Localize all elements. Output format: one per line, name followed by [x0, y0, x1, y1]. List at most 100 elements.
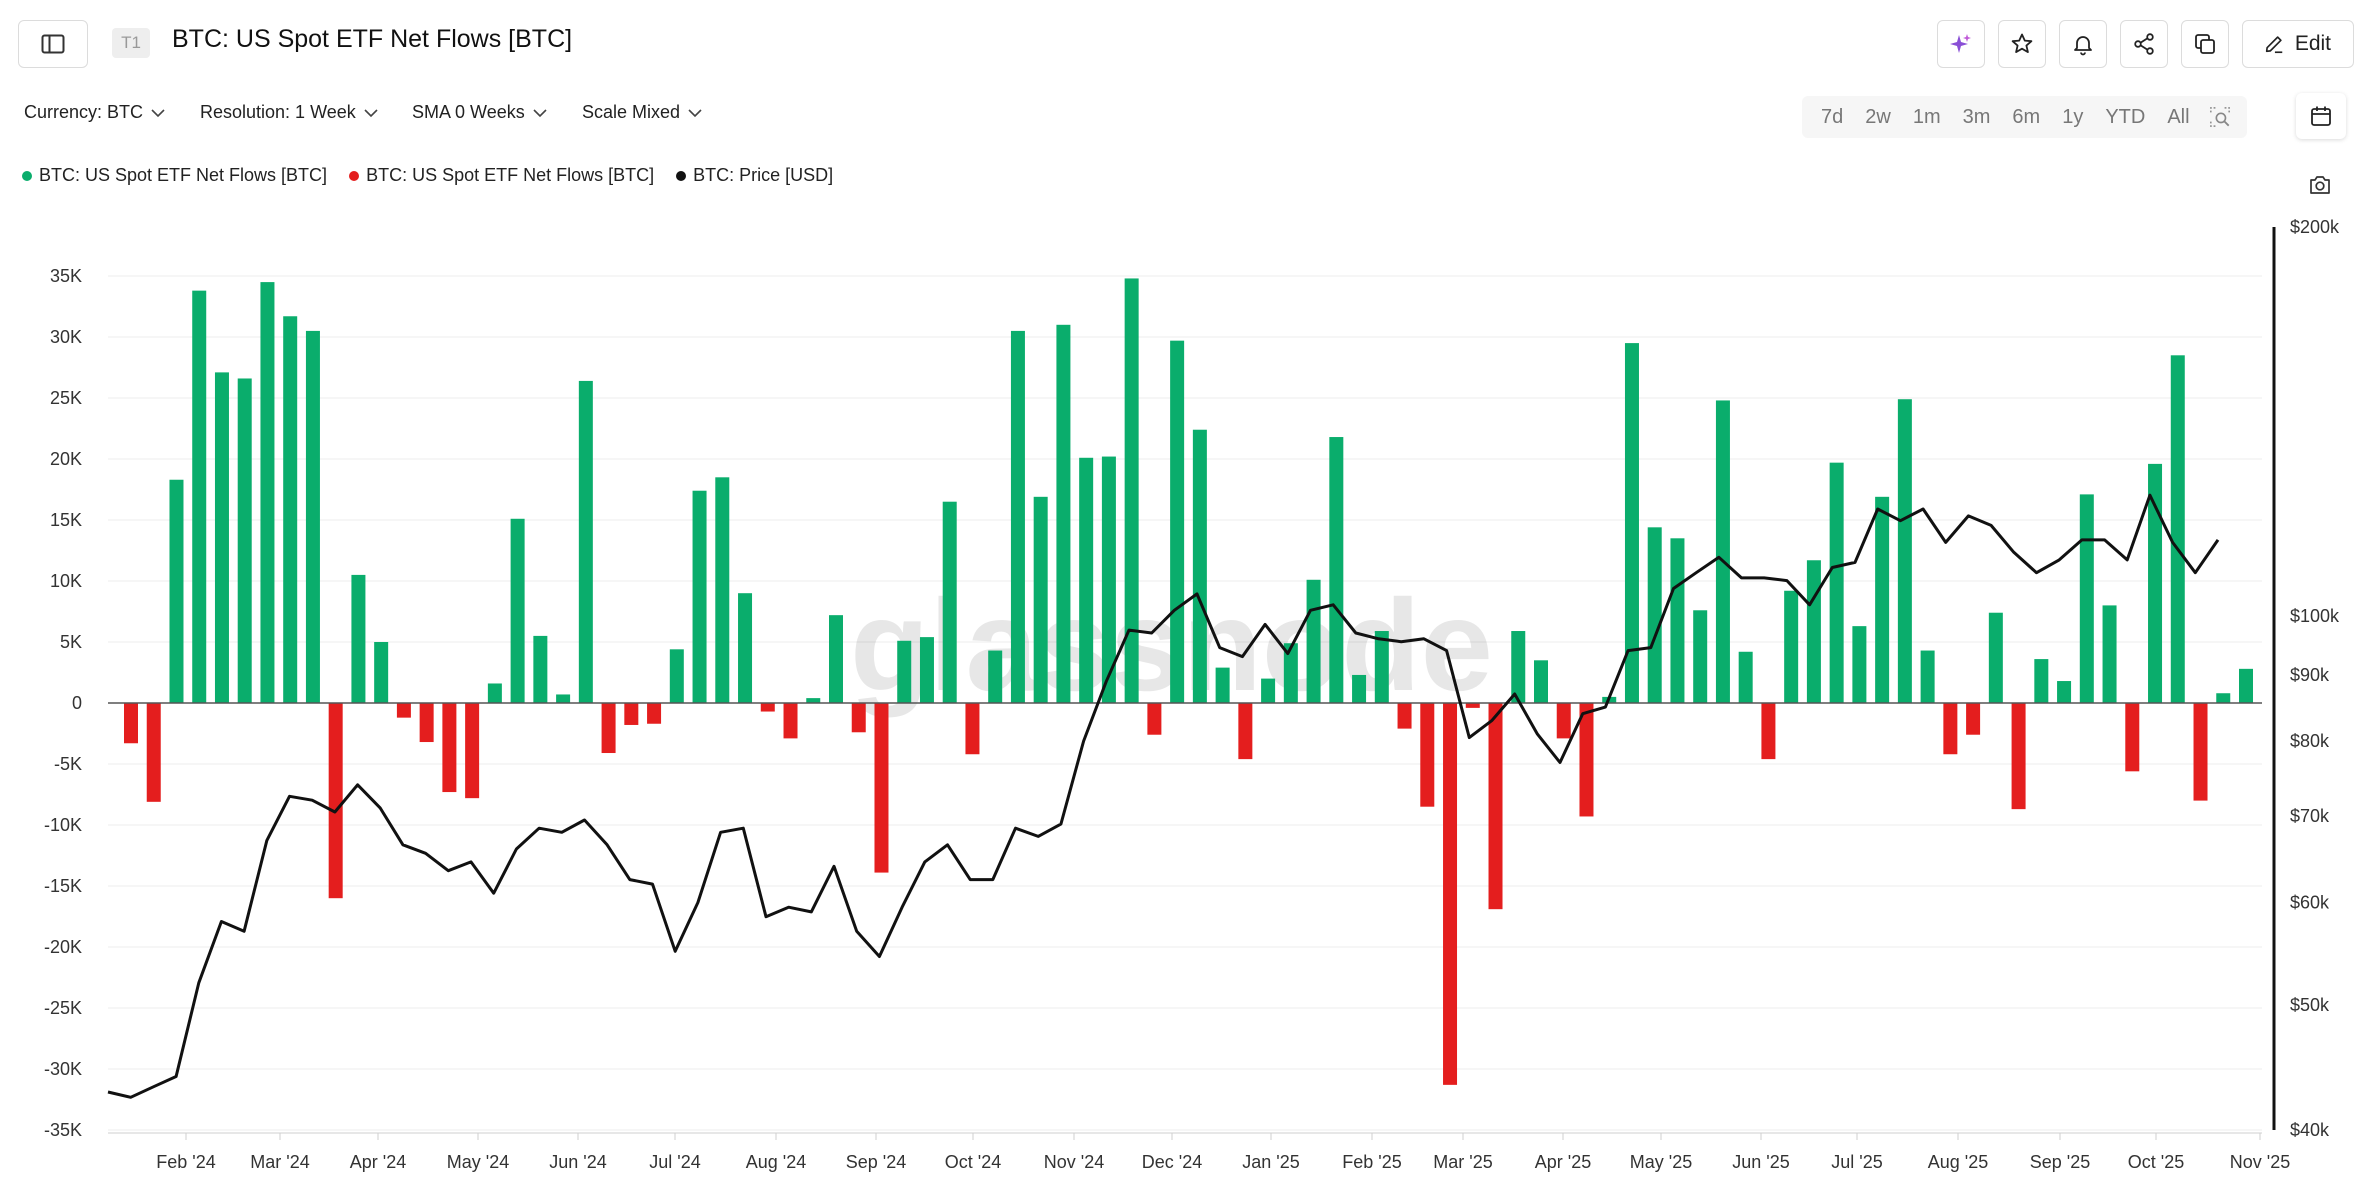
inflow-bar[interactable]: [556, 694, 571, 703]
legend-item-price[interactable]: BTC: Price [USD]: [676, 165, 833, 186]
inflow-bar[interactable]: [237, 378, 252, 703]
inflow-bar[interactable]: [1670, 538, 1685, 703]
outflow-bar[interactable]: [783, 703, 798, 739]
outflow-bar[interactable]: [442, 703, 457, 793]
inflow-bar[interactable]: [1124, 278, 1139, 703]
outflow-bar[interactable]: [1966, 703, 1981, 735]
favorite-button[interactable]: [1997, 20, 2046, 68]
inflow-bar[interactable]: [715, 477, 730, 703]
inflow-bar[interactable]: [1693, 610, 1708, 703]
outflow-bar[interactable]: [1943, 703, 1958, 755]
inflow-bar[interactable]: [1352, 674, 1367, 703]
inflow-bar[interactable]: [1283, 643, 1298, 703]
screenshot-button[interactable]: [2308, 174, 2332, 201]
inflow-bar[interactable]: [1715, 400, 1730, 703]
inflow-bar[interactable]: [1988, 612, 2003, 703]
inflow-bar[interactable]: [374, 642, 389, 703]
inflow-bar[interactable]: [2057, 681, 2072, 703]
outflow-bar[interactable]: [1488, 703, 1503, 910]
inflow-bar[interactable]: [2148, 463, 2163, 703]
outflow-bar[interactable]: [1465, 703, 1480, 708]
duplicate-button[interactable]: [2180, 20, 2229, 68]
inflow-bar[interactable]: [1079, 457, 1094, 703]
inflow-bar[interactable]: [669, 649, 684, 703]
inflow-bar[interactable]: [2239, 668, 2253, 703]
price-line[interactable]: [107, 493, 2220, 1099]
inflow-bar[interactable]: [1534, 660, 1548, 703]
inflow-bar[interactable]: [2170, 355, 2185, 703]
legend-item-outflows[interactable]: BTC: US Spot ETF Net Flows [BTC]: [349, 165, 654, 186]
inflow-bar[interactable]: [1784, 590, 1799, 703]
inflow-bar[interactable]: [2102, 605, 2117, 703]
inflow-bar[interactable]: [1010, 330, 1025, 703]
scale-dropdown[interactable]: Scale Mixed: [582, 102, 702, 123]
resolution-dropdown[interactable]: Resolution: 1 Week: [200, 102, 378, 123]
inflow-bar[interactable]: [283, 316, 298, 703]
inflow-bar[interactable]: [1852, 626, 1867, 703]
alert-button[interactable]: [2058, 20, 2107, 68]
outflow-bar[interactable]: [647, 703, 662, 724]
outflow-bar[interactable]: [1579, 703, 1594, 817]
inflow-bar[interactable]: [1920, 650, 1935, 703]
inflow-bar[interactable]: [2034, 659, 2049, 703]
outflow-bar[interactable]: [601, 703, 616, 754]
zoom-select-button[interactable]: [2203, 106, 2237, 128]
inflow-bar[interactable]: [1511, 631, 1526, 703]
date-picker-button[interactable]: [2296, 93, 2346, 139]
inflow-bar[interactable]: [1829, 462, 1844, 703]
outflow-bar[interactable]: [124, 703, 138, 744]
range-1m[interactable]: 1m: [1912, 105, 1941, 128]
inflow-bar[interactable]: [1101, 456, 1116, 703]
ai-assist-button[interactable]: [1936, 20, 1985, 68]
inflow-bar[interactable]: [806, 698, 821, 703]
outflow-bar[interactable]: [1238, 703, 1253, 760]
inflow-bar[interactable]: [260, 282, 275, 703]
range-ytd[interactable]: YTD: [2105, 105, 2146, 128]
legend-item-inflows[interactable]: BTC: US Spot ETF Net Flows [BTC]: [22, 165, 327, 186]
inflow-bar[interactable]: [1875, 496, 1890, 703]
inflow-bar[interactable]: [942, 501, 957, 703]
outflow-bar[interactable]: [1761, 703, 1776, 760]
inflow-bar[interactable]: [2216, 693, 2231, 703]
inflow-bar[interactable]: [919, 637, 934, 703]
outflow-bar[interactable]: [1147, 703, 1162, 735]
range-6m[interactable]: 6m: [2012, 105, 2041, 128]
inflow-bar[interactable]: [1329, 437, 1344, 703]
outflow-bar[interactable]: [328, 703, 343, 899]
outflow-bar[interactable]: [2125, 703, 2140, 772]
inflow-bar[interactable]: [1624, 343, 1639, 703]
inflow-bar[interactable]: [305, 330, 320, 703]
inflow-bar[interactable]: [533, 635, 548, 703]
outflow-bar[interactable]: [874, 703, 889, 873]
inflow-bar[interactable]: [1374, 631, 1389, 703]
outflow-bar[interactable]: [465, 703, 480, 799]
range-2w[interactable]: 2w: [1865, 105, 1891, 128]
inflow-bar[interactable]: [1806, 560, 1821, 703]
inflow-bar[interactable]: [1647, 527, 1662, 703]
inflow-bar[interactable]: [487, 683, 502, 703]
outflow-bar[interactable]: [624, 703, 639, 725]
inflow-bar[interactable]: [578, 380, 593, 703]
outflow-bar[interactable]: [419, 703, 434, 743]
inflow-bar[interactable]: [692, 490, 707, 703]
inflow-bar[interactable]: [192, 290, 207, 703]
edit-button[interactable]: Edit: [2241, 20, 2354, 68]
inflow-bar[interactable]: [2079, 494, 2094, 703]
outflow-bar[interactable]: [396, 703, 411, 718]
sma-dropdown[interactable]: SMA 0 Weeks: [412, 102, 547, 123]
inflow-bar[interactable]: [897, 640, 912, 703]
outflow-bar[interactable]: [1556, 703, 1571, 739]
share-button[interactable]: [2119, 20, 2168, 68]
inflow-bar[interactable]: [169, 479, 184, 703]
outflow-bar[interactable]: [146, 703, 161, 802]
inflow-bar[interactable]: [1261, 678, 1276, 703]
inflow-bar[interactable]: [1215, 667, 1230, 703]
sidebar-toggle-button[interactable]: [18, 20, 88, 68]
range-3m[interactable]: 3m: [1962, 105, 1991, 128]
outflow-bar[interactable]: [1420, 703, 1435, 807]
inflow-bar[interactable]: [351, 574, 366, 703]
outflow-bar[interactable]: [965, 703, 980, 755]
inflow-bar[interactable]: [214, 372, 229, 703]
outflow-bar[interactable]: [2011, 703, 2026, 810]
range-1y[interactable]: 1y: [2062, 105, 2084, 128]
